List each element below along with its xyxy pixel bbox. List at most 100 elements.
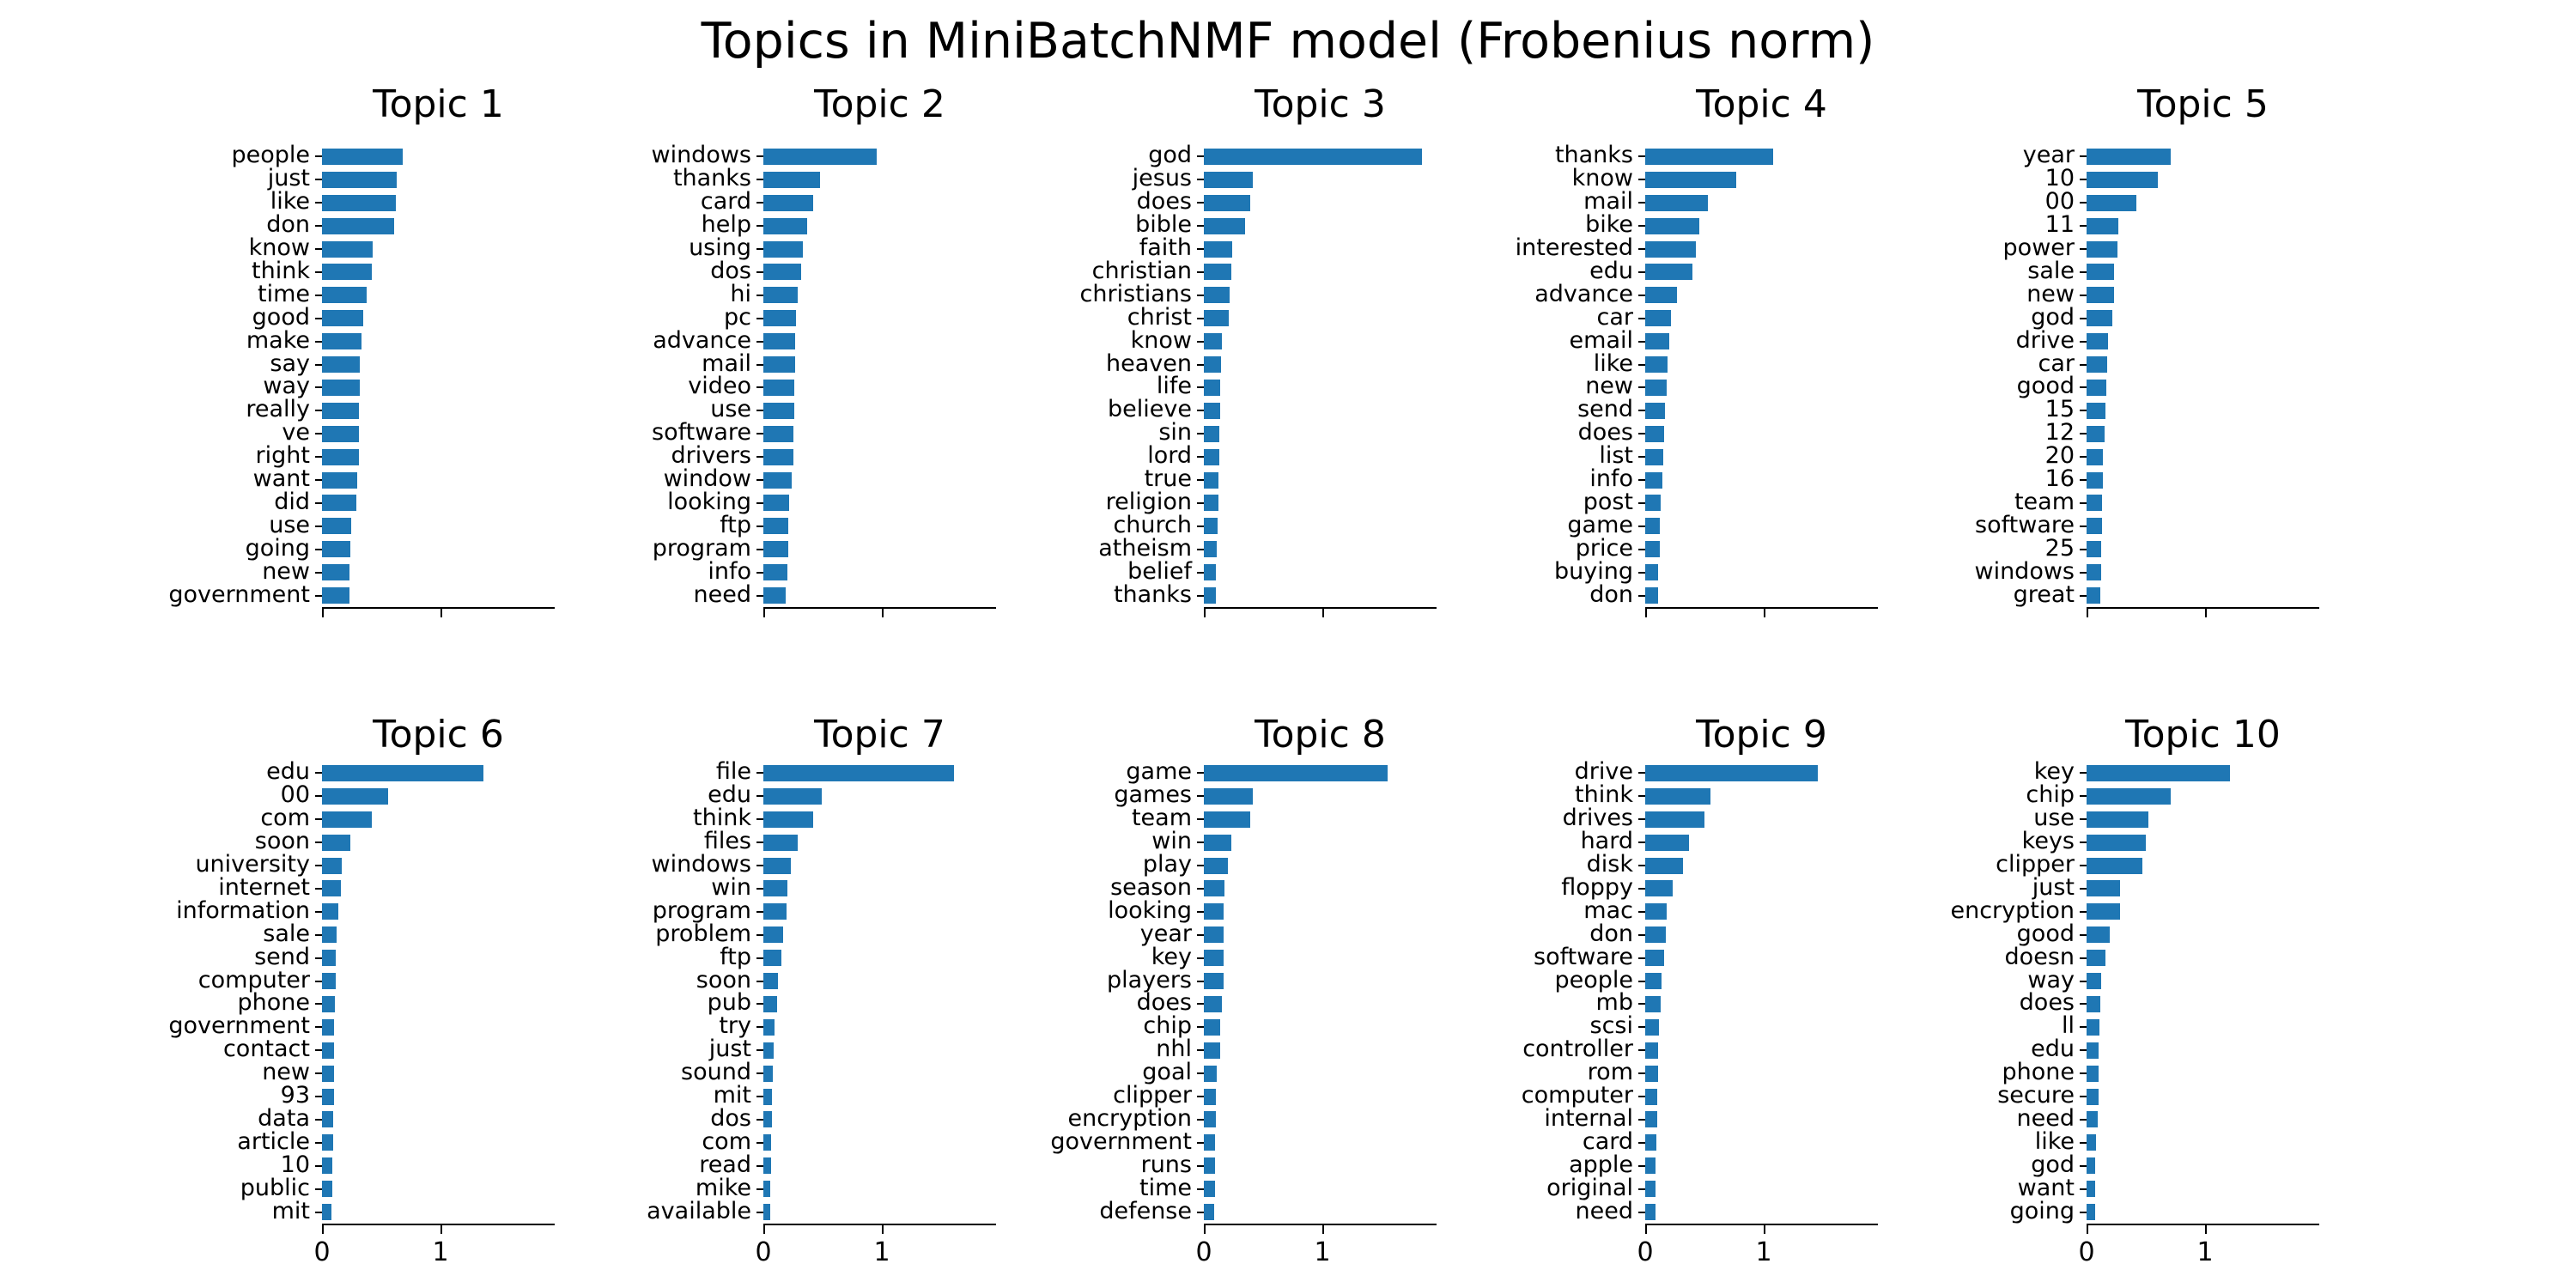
weight-bar	[2087, 1065, 2099, 1082]
y-tick-word-label: clipper	[1996, 851, 2075, 878]
y-tick-mark	[756, 363, 763, 366]
weight-bar	[322, 171, 397, 188]
y-tick-word-label: information	[176, 896, 310, 924]
weight-bar	[322, 402, 359, 419]
y-tick-word-label: lord	[1147, 442, 1192, 470]
y-tick-word-label: software	[1975, 511, 2075, 538]
y-tick-word-label: like	[270, 188, 310, 216]
y-tick-word-label: like	[2034, 1127, 2075, 1155]
x-tick-mark	[1204, 609, 1206, 617]
y-tick-word-label: atheism	[1098, 534, 1192, 562]
weight-bar	[1204, 518, 1218, 535]
x-tick-label: 0	[1637, 1237, 1654, 1267]
y-tick-mark	[2080, 294, 2087, 296]
y-tick-word-label: use	[2033, 805, 2075, 832]
y-tick-word-label: public	[240, 1174, 310, 1201]
weight-bar	[1645, 495, 1661, 512]
y-tick-mark	[2080, 1072, 2087, 1075]
y-tick-word-label: chip	[2026, 781, 2075, 809]
y-tick-word-label: bike	[1585, 211, 1633, 239]
y-tick-mark	[756, 340, 763, 343]
weight-bar	[763, 927, 783, 944]
weight-bar	[1645, 448, 1663, 465]
y-tick-mark	[1638, 887, 1645, 890]
weight-bar	[1645, 148, 1773, 165]
y-tick-mark	[756, 1072, 763, 1075]
weight-bar	[1204, 587, 1216, 605]
subplot-title: Topic 6	[373, 713, 504, 756]
y-tick-mark	[756, 1141, 763, 1144]
y-tick-mark	[756, 980, 763, 982]
weight-bar	[763, 356, 795, 374]
y-tick-mark	[1197, 1164, 1204, 1167]
y-tick-word-label: sale	[2027, 257, 2075, 284]
weight-bar	[1204, 495, 1218, 512]
y-tick-mark	[756, 1049, 763, 1052]
weight-bar	[322, 1111, 333, 1128]
weight-bar	[1204, 1111, 1216, 1128]
y-tick-mark	[1638, 433, 1645, 435]
weight-bar	[322, 310, 363, 327]
weight-bar	[1645, 1134, 1656, 1151]
y-tick-word-label: christ	[1127, 303, 1192, 331]
y-tick-mark	[756, 548, 763, 550]
weight-bar	[2087, 1088, 2099, 1105]
weight-bar	[1645, 1065, 1658, 1082]
weight-bar	[763, 1018, 775, 1036]
y-tick-word-label: com	[702, 1127, 751, 1155]
y-tick-mark	[315, 818, 322, 821]
y-tick-mark	[2080, 1164, 2087, 1167]
y-tick-word-label: windows	[651, 851, 751, 878]
y-tick-mark	[1197, 340, 1204, 343]
x-tick-label: 0	[755, 1237, 772, 1267]
weight-bar	[1204, 1204, 1214, 1221]
y-tick-mark	[1197, 525, 1204, 527]
y-tick-word-label: read	[699, 1151, 751, 1178]
weight-bar	[2087, 587, 2100, 605]
y-tick-mark	[315, 1211, 322, 1213]
weight-bar	[322, 880, 341, 897]
weight-bar	[763, 1111, 772, 1128]
y-tick-mark	[756, 818, 763, 821]
y-tick-mark	[1638, 1164, 1645, 1167]
weight-bar	[1204, 973, 1224, 990]
y-tick-word-label: floppy	[1561, 873, 1633, 901]
weight-bar	[763, 564, 787, 581]
y-tick-word-label: dos	[710, 1104, 751, 1132]
y-tick-mark	[2080, 270, 2087, 273]
y-tick-mark	[1197, 548, 1204, 550]
weight-bar	[763, 425, 793, 442]
y-tick-word-label: 10	[2044, 165, 2075, 192]
y-tick-mark	[2080, 980, 2087, 982]
weight-bar	[763, 1181, 770, 1198]
y-tick-mark	[756, 1211, 763, 1213]
y-tick-mark	[2080, 887, 2087, 890]
y-tick-mark	[315, 525, 322, 527]
y-tick-mark	[2080, 155, 2087, 158]
weight-bar	[763, 448, 793, 465]
y-tick-word-label: computer	[1521, 1082, 1633, 1109]
y-tick-mark	[2080, 433, 2087, 435]
y-tick-mark	[1638, 501, 1645, 504]
y-tick-mark	[1638, 1141, 1645, 1144]
y-tick-word-label: university	[195, 851, 310, 878]
y-tick-word-label: don	[1589, 580, 1633, 608]
y-tick-word-label: hard	[1580, 828, 1633, 855]
y-tick-mark	[1197, 571, 1204, 574]
x-tick-mark	[1645, 1225, 1647, 1234]
y-tick-word-label: video	[688, 373, 751, 400]
y-tick-word-label: faith	[1139, 234, 1192, 262]
y-tick-mark	[756, 1026, 763, 1029]
y-tick-word-label: god	[1148, 142, 1192, 169]
weight-bar	[322, 1134, 333, 1151]
y-tick-mark	[2080, 317, 2087, 319]
weight-bar	[1645, 471, 1662, 489]
y-tick-word-label: players	[1107, 966, 1192, 993]
y-tick-mark	[2080, 865, 2087, 867]
y-tick-word-label: help	[701, 211, 751, 239]
y-tick-mark	[1197, 317, 1204, 319]
y-tick-word-label: know	[1130, 326, 1192, 354]
y-tick-word-label: does	[2019, 989, 2075, 1017]
y-tick-mark	[315, 294, 322, 296]
y-tick-word-label: ftp	[720, 943, 751, 970]
